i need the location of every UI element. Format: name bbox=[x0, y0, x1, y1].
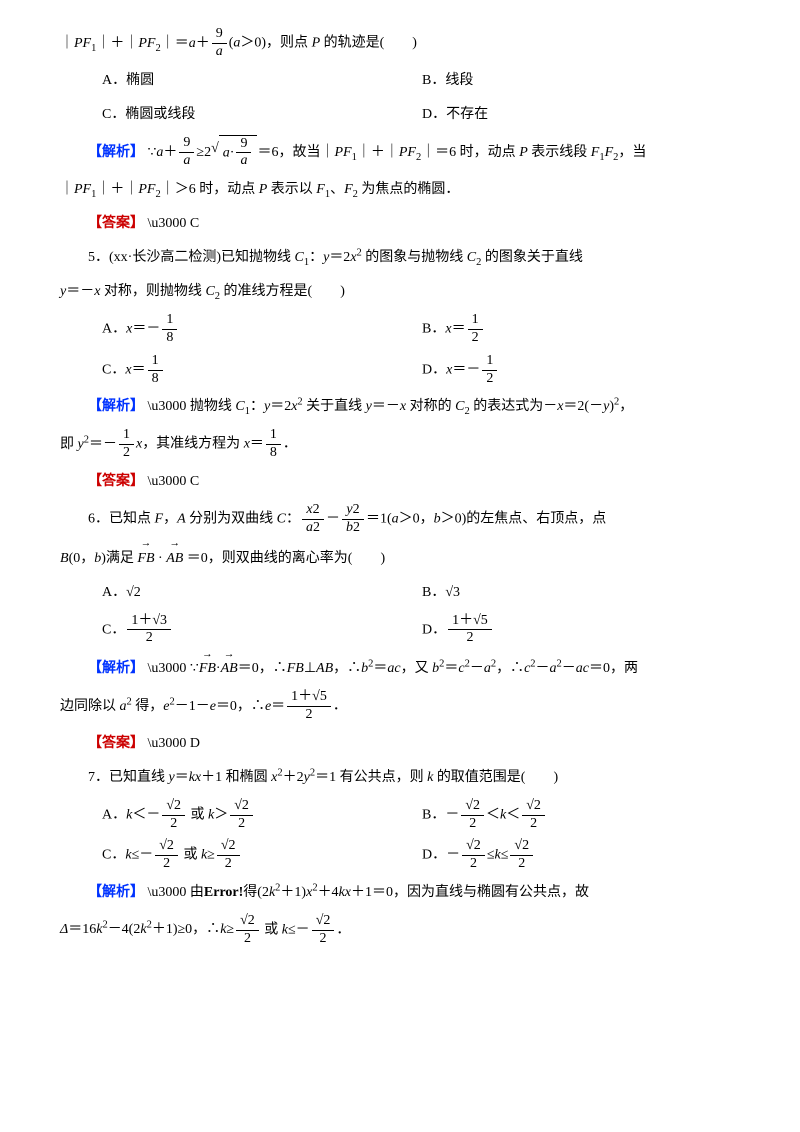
text: ≥2 bbox=[196, 145, 211, 160]
q5-stem-2: y＝－x 对称，则抛物线 C2 的准线方程是( ) bbox=[60, 278, 740, 306]
q4-answer: 【答案】 \u3000 C bbox=[60, 210, 740, 238]
q7-options-row2: C．k≤－√22 或 k≥√22 D．－√22≤k≤√22 bbox=[60, 838, 740, 873]
frac: 9a bbox=[179, 135, 194, 170]
q4-optC: C．椭圆或线段 bbox=[102, 101, 422, 129]
q7-optA: A．k＜－√22 或 k＞√22 bbox=[102, 798, 422, 833]
q6-optA: A．√2 bbox=[102, 579, 422, 607]
vec-FB: FB bbox=[137, 543, 154, 573]
text: ｜PF1｜＋｜PF2｜＝a＋ bbox=[60, 36, 210, 51]
text: ＝6，故当｜PF1｜＋｜PF2｜＝6 时，动点 P 表示线段 F1F2，当 bbox=[257, 145, 646, 160]
q5-answer: 【答案】 \u3000 C bbox=[60, 468, 740, 496]
jiexi-label: 【解析】 bbox=[88, 145, 144, 160]
q4-options-row2: C．椭圆或线段 D．不存在 bbox=[60, 101, 740, 129]
q7-optD: D．－√22≤k≤√22 bbox=[422, 838, 740, 873]
ans-value: C bbox=[190, 474, 199, 489]
frac: 9a bbox=[212, 26, 227, 61]
q6-optD: D．1＋√52 bbox=[422, 613, 740, 648]
q6-stem-1: 6．已知点 F，A 分别为双曲线 C：x2a2－y2b2＝1(a＞0，b＞0)的… bbox=[60, 502, 740, 537]
q4-optD: D．不存在 bbox=[422, 101, 740, 129]
q4-stem: ｜PF1｜＋｜PF2｜＝a＋9a(a＞0)，则点 P 的轨迹是( ) bbox=[60, 26, 740, 61]
q7-optB: B．－√22＜k＜√22 bbox=[422, 798, 740, 833]
q5-options-row1: A．x＝－18 B．x＝12 bbox=[60, 312, 740, 347]
q5-optB: B．x＝12 bbox=[422, 312, 740, 347]
q4-options-row1: A．椭圆 B．线段 bbox=[60, 67, 740, 95]
q6-options-row1: A．√2 B．√3 bbox=[60, 579, 740, 607]
q7-optC: C．k≤－√22 或 k≥√22 bbox=[102, 838, 422, 873]
text: ∵a＋ bbox=[148, 145, 178, 160]
q6-options-row2: C．1＋√32 D．1＋√52 bbox=[60, 613, 740, 648]
ans-label: 【答案】 bbox=[88, 216, 144, 231]
ans-label: 【答案】 bbox=[88, 736, 144, 751]
q6-answer: 【答案】 \u3000 D bbox=[60, 730, 740, 758]
q6-optB: B．√3 bbox=[422, 579, 740, 607]
q7-jiexi-2: Δ＝16k2－4(2k2＋1)≥0，∴k≥√22 或 k≤－√22． bbox=[60, 913, 740, 948]
q5-jiexi-2: 即 y2＝－12x，其准线方程为 x＝18． bbox=[60, 427, 740, 462]
jiexi-label: 【解析】 bbox=[88, 885, 144, 900]
q6-jiexi-2: 边同除以 a2 得，e2－1－e＝0，∴e＝1＋√52． bbox=[60, 689, 740, 724]
ans-value: C bbox=[190, 216, 199, 231]
q5-optA: A．x＝－18 bbox=[102, 312, 422, 347]
vec-AB: AB bbox=[221, 653, 238, 683]
q4-optB: B．线段 bbox=[422, 67, 740, 95]
q5-options-row2: C．x＝18 D．x＝－12 bbox=[60, 353, 740, 388]
q7-stem: 7．已知直线 y＝kx＋1 和椭圆 x2＋2y2＝1 有公共点，则 k 的取值范… bbox=[60, 764, 740, 792]
jiexi-label: 【解析】 bbox=[88, 661, 144, 676]
q5-stem-1: 5．(xx·长沙高二检测)已知抛物线 C1：y＝2x2 的图象与抛物线 C2 的… bbox=[60, 244, 740, 272]
q6-optC: C．1＋√32 bbox=[102, 613, 422, 648]
vec-AB: AB bbox=[166, 543, 183, 573]
text: (a＞0)，则点 P 的轨迹是( ) bbox=[229, 36, 417, 51]
q6-jiexi: 【解析】 \u3000 ∵FB·AB＝0，∴FB⊥AB，∴b2＝ac，又 b2＝… bbox=[60, 653, 740, 683]
q7-jiexi: 【解析】 \u3000 由Error!得(2k2＋1)x2＋4kx＋1＝0，因为… bbox=[60, 879, 740, 907]
ans-value: D bbox=[190, 736, 200, 751]
q5-optD: D．x＝－12 bbox=[422, 353, 740, 388]
text: 抛物线 C1：y＝2x2 关于直线 y＝－x 对称的 C2 的表达式为－x＝2(… bbox=[190, 399, 633, 414]
vec-FB: FB bbox=[199, 653, 216, 683]
q6-stem-2: B(0，b)满足 FB · AB ＝0，则双曲线的离心率为( ) bbox=[60, 543, 740, 573]
q5-optC: C．x＝18 bbox=[102, 353, 422, 388]
q7-options-row1: A．k＜－√22 或 k＞√22 B．－√22＜k＜√22 bbox=[60, 798, 740, 833]
text: 由Error!得(2k2＋1)x2＋4kx＋1＝0，因为直线与椭圆有公共点，故 bbox=[190, 885, 589, 900]
sqrt: √a·9a bbox=[211, 135, 257, 171]
jiexi-label: 【解析】 bbox=[88, 399, 144, 414]
q4-optA: A．椭圆 bbox=[102, 67, 422, 95]
ans-label: 【答案】 bbox=[88, 474, 144, 489]
q4-jiexi-cont: ｜PF1｜＋｜PF2｜＞6 时，动点 P 表示以 F1、F2 为焦点的椭圆． bbox=[60, 176, 740, 204]
q4-jiexi: 【解析】 ∵a＋9a≥2√a·9a＝6，故当｜PF1｜＋｜PF2｜＝6 时，动点… bbox=[60, 135, 740, 171]
q5-jiexi: 【解析】 \u3000 抛物线 C1：y＝2x2 关于直线 y＝－x 对称的 C… bbox=[60, 393, 740, 421]
